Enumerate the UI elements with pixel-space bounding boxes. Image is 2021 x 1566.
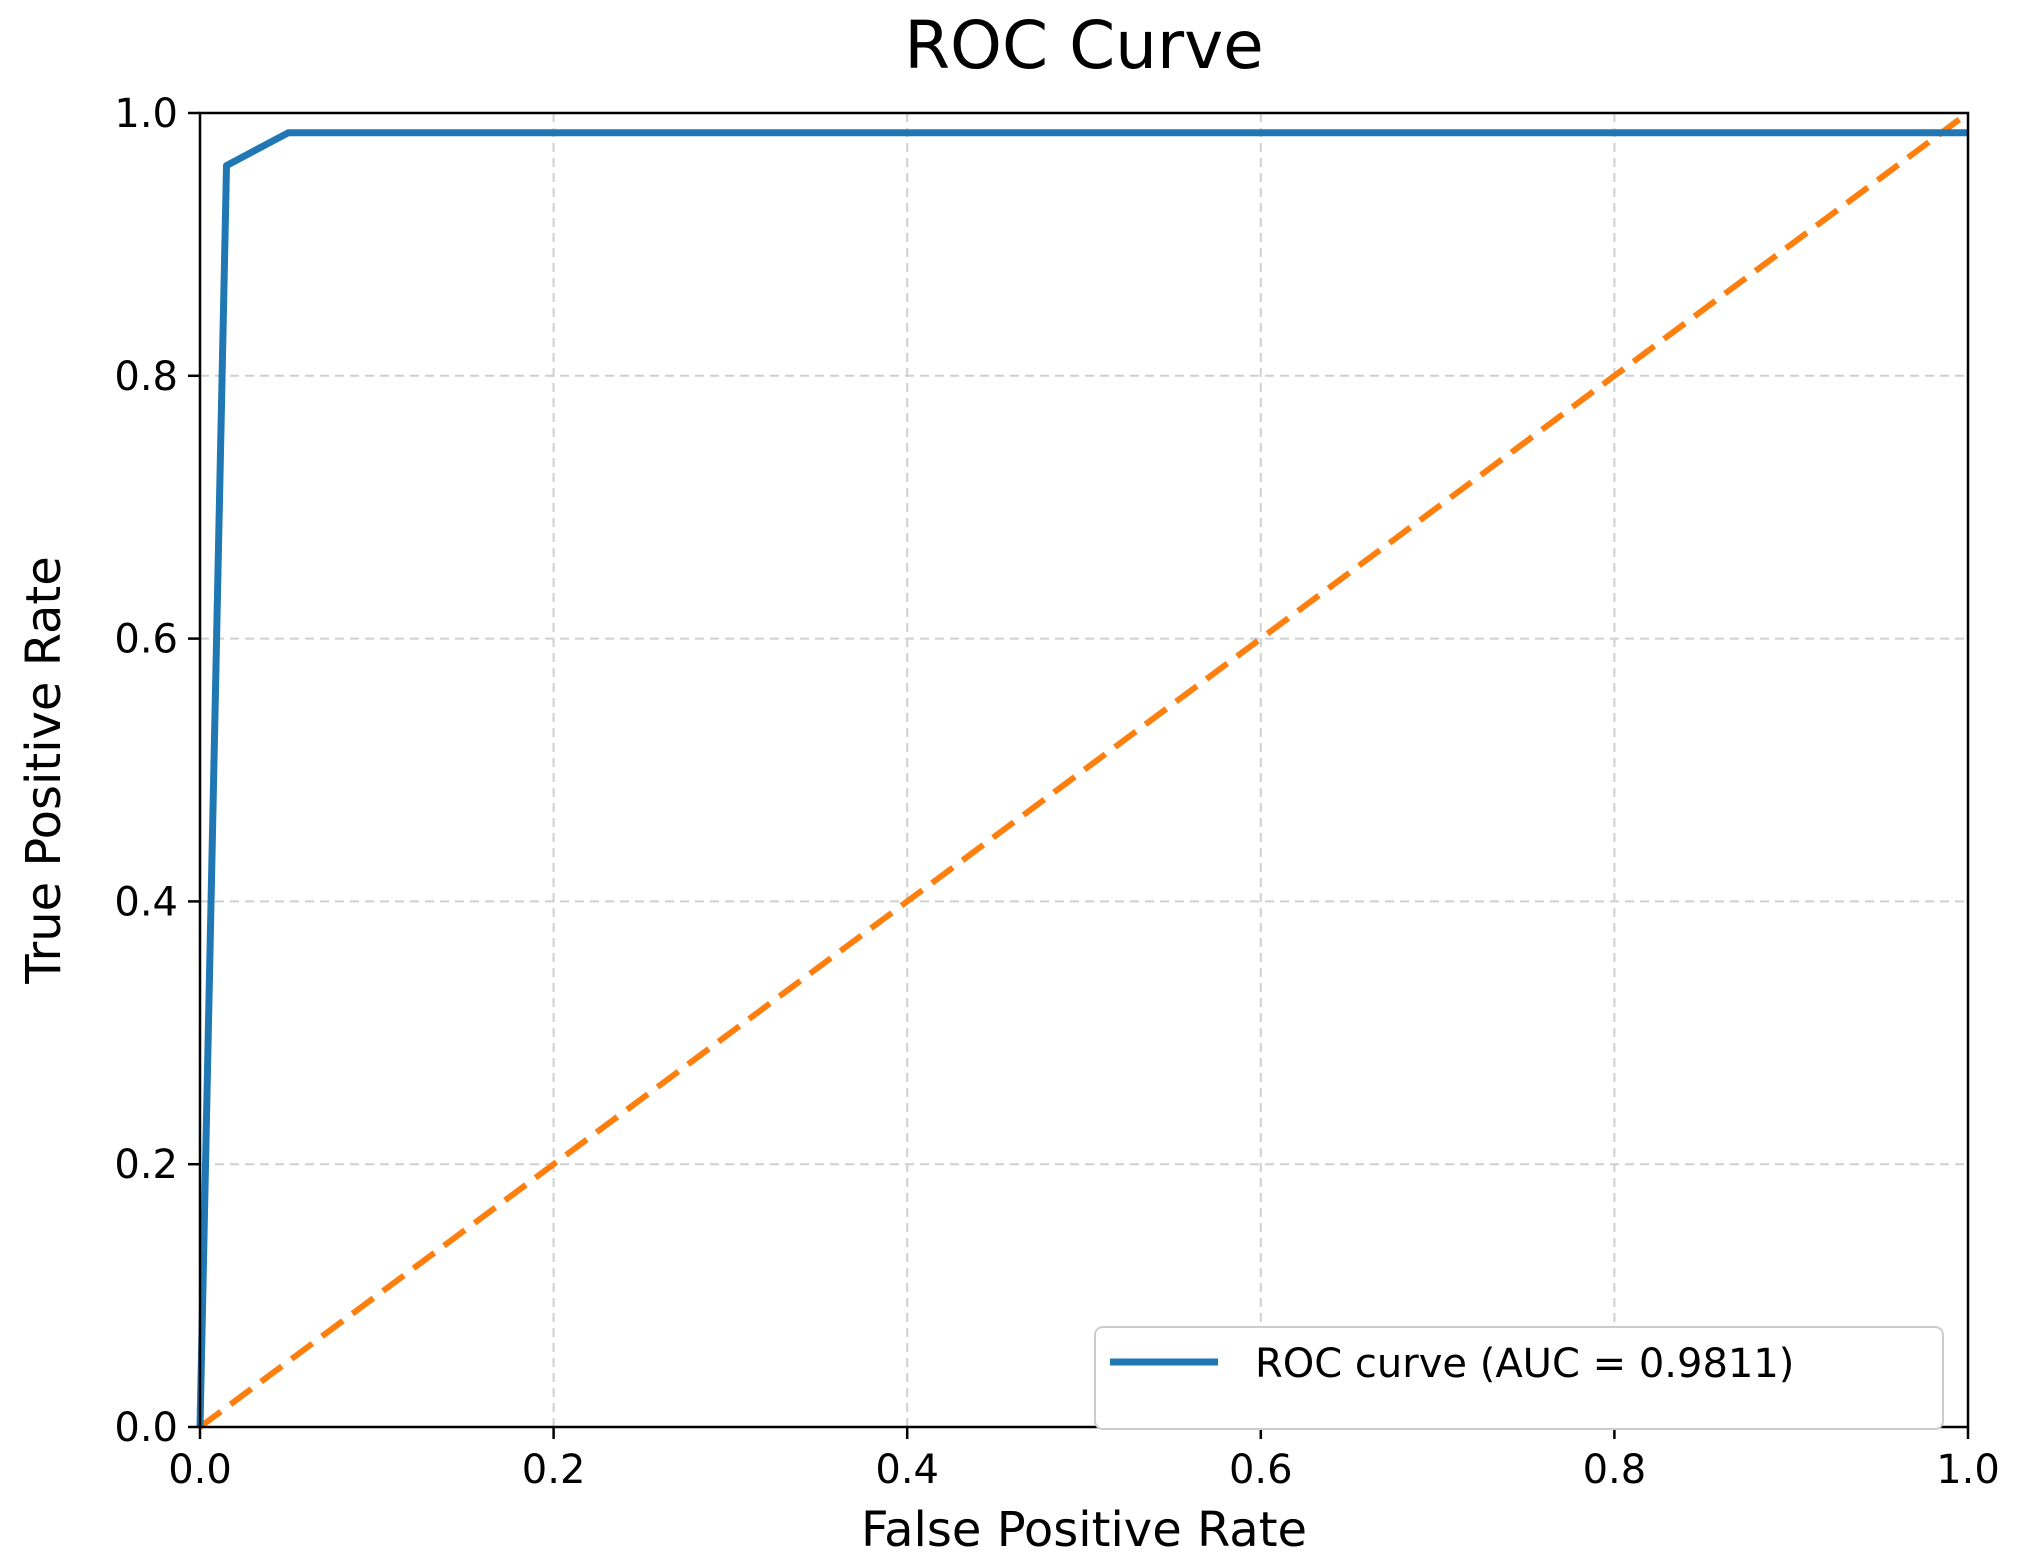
x-tick-label: 0.0	[168, 1447, 232, 1493]
y-axis-label: True Positive Rate	[16, 556, 72, 985]
y-tick-label: 0.4	[114, 879, 178, 925]
x-tick-label: 0.6	[1229, 1447, 1293, 1493]
y-axis-ticks: 0.0 0.2 0.4 0.6 0.8 1.0	[114, 91, 200, 1451]
y-tick-label: 0.0	[114, 1405, 178, 1451]
y-tick-label: 1.0	[114, 91, 178, 137]
plot-frame	[198, 111, 1970, 1429]
y-tick-label: 0.8	[114, 354, 178, 400]
y-tick-label: 0.2	[114, 1142, 178, 1188]
series-layer	[196, 110, 1970, 1430]
chart-title: ROC Curve	[904, 7, 1264, 84]
y-tick-label: 0.6	[114, 617, 178, 663]
legend-box	[1094, 1326, 1944, 1430]
x-tick-label: 1.0	[1936, 1447, 2000, 1493]
legend: ROC curve (AUC = 0.9811)	[1094, 1326, 1944, 1430]
x-axis-label: False Positive Rate	[861, 1502, 1307, 1558]
x-tick-label: 0.2	[522, 1447, 586, 1493]
x-axis-ticks: 0.0 0.2 0.4 0.6 0.8 1.0	[168, 1427, 2000, 1493]
x-tick-label: 0.8	[1583, 1447, 1647, 1493]
roc-curve-line	[196, 129, 1968, 1428]
chance-diagonal-line	[198, 110, 1970, 1430]
legend-label-roc: ROC curve (AUC = 0.9811)	[1255, 1341, 1794, 1387]
x-tick-label: 0.4	[875, 1447, 939, 1493]
